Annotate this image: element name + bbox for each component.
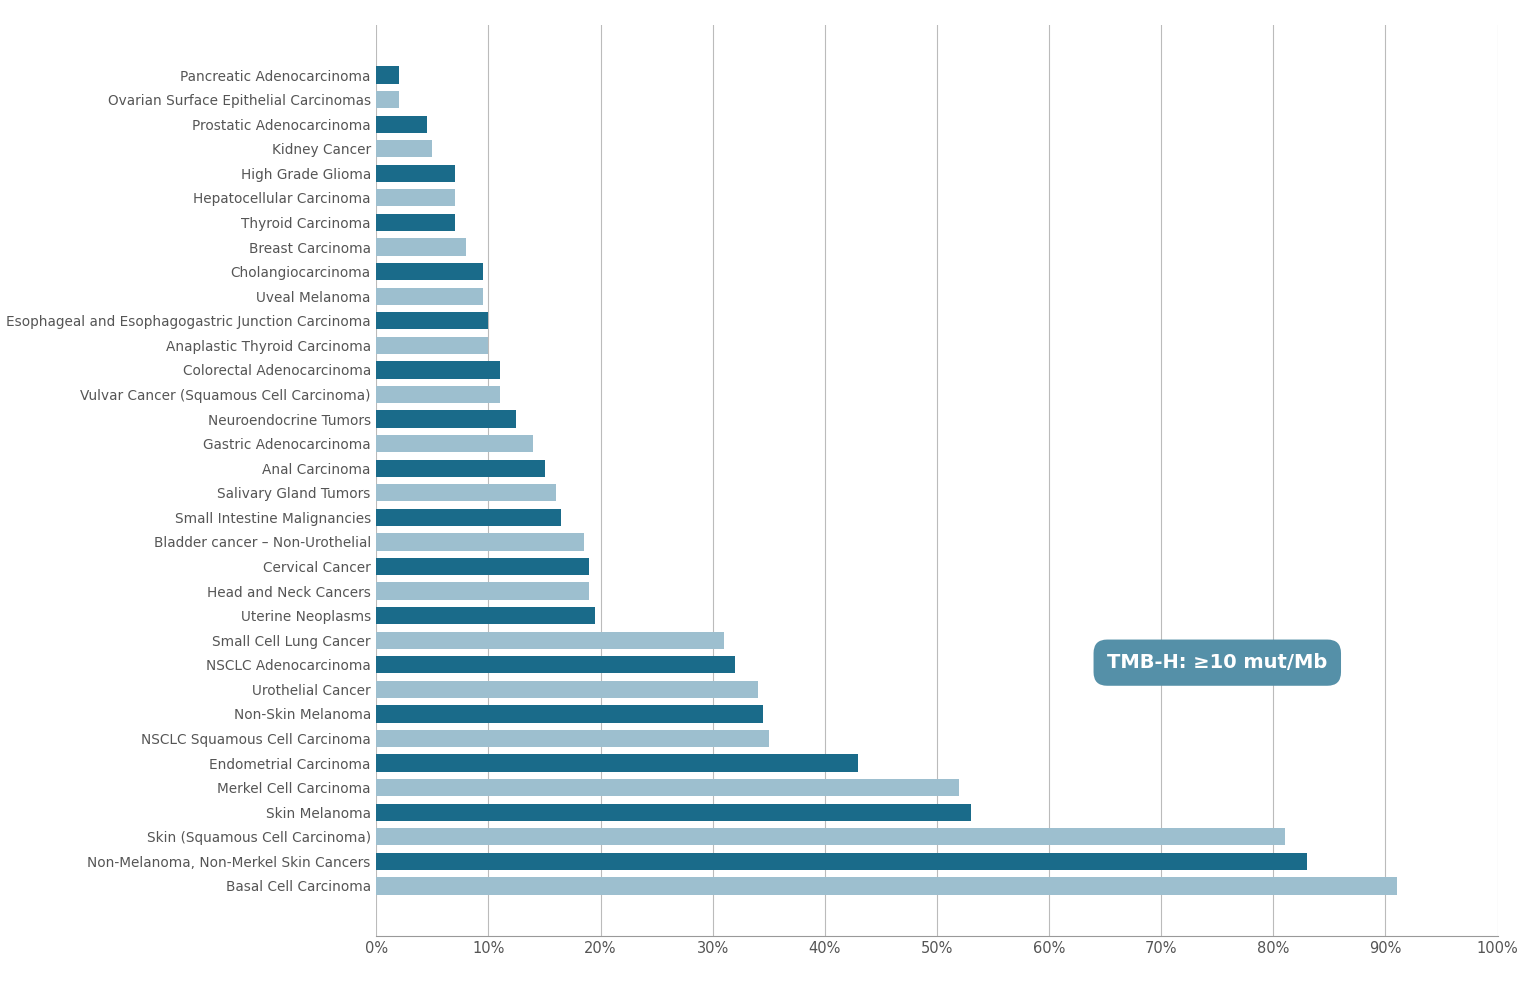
Bar xyxy=(376,583,590,600)
Bar xyxy=(376,263,482,280)
Bar xyxy=(376,165,455,182)
Bar xyxy=(376,140,433,157)
Bar xyxy=(376,509,561,526)
Bar xyxy=(376,853,1307,870)
Bar xyxy=(376,361,499,378)
Bar xyxy=(376,410,516,427)
Bar xyxy=(376,336,488,354)
Bar xyxy=(376,312,488,329)
Bar xyxy=(376,238,465,255)
Bar xyxy=(376,681,757,698)
Bar xyxy=(376,459,544,476)
Bar xyxy=(376,657,736,674)
Bar xyxy=(376,435,533,452)
Bar xyxy=(376,755,859,772)
Bar xyxy=(376,607,594,625)
Bar xyxy=(376,91,399,108)
Bar xyxy=(376,828,1284,846)
Bar xyxy=(376,730,768,747)
Bar xyxy=(376,115,427,133)
Bar xyxy=(376,484,556,502)
Bar xyxy=(376,189,455,206)
Text: TMB-H: ≥10 mut/Mb: TMB-H: ≥10 mut/Mb xyxy=(1107,654,1327,672)
Bar xyxy=(376,804,971,821)
Bar xyxy=(376,534,584,551)
Bar xyxy=(376,779,960,796)
Bar xyxy=(376,287,482,304)
Bar xyxy=(376,385,499,403)
Bar xyxy=(376,877,1396,895)
Bar xyxy=(376,214,455,231)
Bar xyxy=(376,706,763,723)
Bar xyxy=(376,558,590,576)
Bar xyxy=(376,66,399,84)
Bar xyxy=(376,632,723,649)
